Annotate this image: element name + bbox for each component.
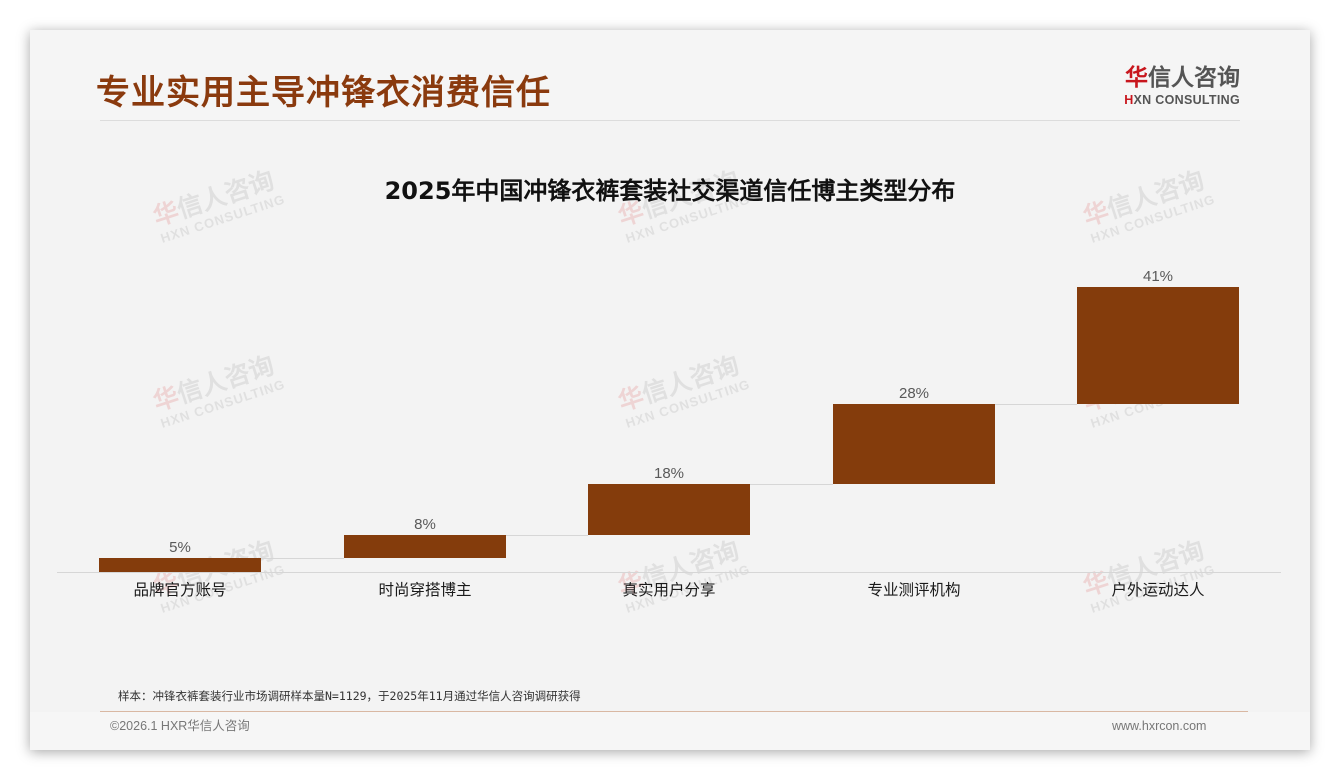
category-label: 真实用户分享 bbox=[622, 581, 716, 599]
bar-2 bbox=[344, 534, 506, 558]
logo-en-text: HXN CONSULTING bbox=[1110, 92, 1240, 108]
logo-cn-first: 华 bbox=[1125, 65, 1148, 91]
bar-value-label: 8% bbox=[414, 515, 436, 533]
connector-line bbox=[261, 557, 344, 559]
bar-value-label: 28% bbox=[898, 384, 930, 402]
slide-card: 专业实用主导冲锋衣消费信任 华信人咨询 HXN CONSULTING 华信人咨询… bbox=[30, 30, 1310, 750]
connector-line bbox=[506, 534, 588, 536]
bar-4 bbox=[833, 403, 995, 484]
connector-line bbox=[750, 483, 833, 485]
bar-value-label: 41% bbox=[1142, 268, 1174, 285]
logo-cn-text: 华信人咨询 bbox=[1110, 64, 1240, 92]
footer-divider bbox=[100, 711, 1248, 712]
category-label: 专业测评机构 bbox=[867, 581, 961, 599]
logo-en-rest: XN CONSULTING bbox=[1133, 93, 1240, 107]
website-link[interactable]: www.hxrcon.com bbox=[1112, 719, 1207, 733]
page-title: 专业实用主导冲锋衣消费信任 bbox=[96, 73, 551, 113]
logo-en-first: H bbox=[1124, 93, 1134, 107]
footer-band bbox=[30, 712, 1310, 750]
category-label: 品牌官方账号 bbox=[133, 581, 227, 599]
company-logo: 华信人咨询 HXN CONSULTING bbox=[1110, 64, 1240, 114]
logo-cn-rest: 信人咨询 bbox=[1148, 65, 1240, 91]
x-axis-line bbox=[57, 572, 1281, 573]
bar-3 bbox=[588, 483, 750, 535]
sample-note: 样本：冲锋衣裤套装行业市场调研样本量N=1129，于2025年11月通过华信人咨… bbox=[118, 689, 581, 703]
header-divider bbox=[100, 120, 1240, 121]
bar-value-label: 5% bbox=[169, 538, 191, 556]
connector-line bbox=[995, 403, 1077, 405]
bar-1 bbox=[99, 557, 261, 572]
bar-value-label: 18% bbox=[653, 464, 685, 482]
category-label: 时尚穿搭博主 bbox=[378, 581, 472, 599]
category-label: 户外运动达人 bbox=[1111, 581, 1205, 599]
header-band bbox=[30, 30, 1310, 120]
bar-5 bbox=[1077, 287, 1239, 404]
copyright-text: ©2026.1 HXR华信人咨询 bbox=[110, 719, 250, 733]
chart-title: 2025年中国冲锋衣裤套装社交渠道信任博主类型分布 bbox=[384, 177, 956, 205]
waterfall-chart: 5% 品牌官方账号 8% 时尚穿搭博主 18% 真实用户分享 28% 专业测评机构 41% 户外运… bbox=[30, 30, 1310, 750]
